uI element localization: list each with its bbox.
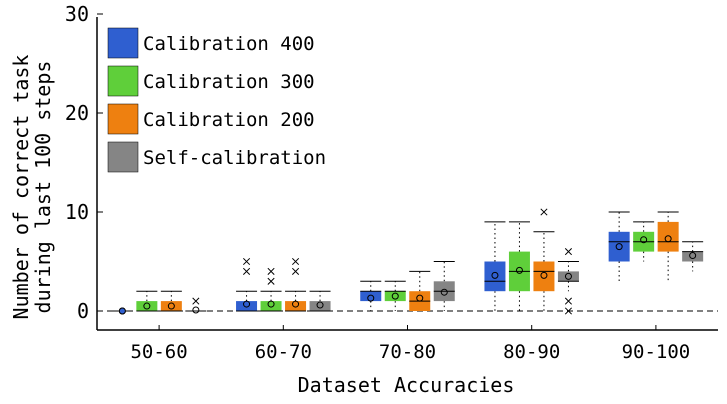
legend-swatch [107, 65, 139, 97]
x-tick-label: 50-60 [130, 341, 187, 363]
box-0-2 [360, 280, 382, 311]
outlier-marker [564, 307, 573, 315]
box-2-3 [533, 208, 555, 311]
iqr-box [608, 231, 630, 262]
legend-swatch [107, 141, 139, 173]
point-marker [118, 307, 126, 315]
box-3-0 [185, 297, 207, 314]
iqr-box [260, 301, 282, 311]
legend-swatch [107, 27, 139, 59]
x-tick-label: 60-70 [255, 341, 312, 363]
box-1-4 [633, 221, 655, 262]
outlier-marker [242, 257, 251, 266]
outlier-marker [291, 267, 300, 275]
x-tick-label: 80-90 [503, 341, 560, 363]
mean-marker [192, 306, 200, 314]
legend-swatch [107, 103, 139, 135]
mean-marker [564, 272, 572, 280]
mean-marker [689, 252, 697, 260]
box-2-2 [409, 270, 431, 311]
iqr-box [484, 261, 506, 292]
box-0-1 [236, 257, 258, 312]
outlier-marker [192, 297, 200, 305]
axes: 0 10 20 30 50-60 60-70 70-80 80-90 90-100 [65, 2, 718, 363]
mean-marker [267, 300, 275, 308]
iqr-box [285, 301, 307, 311]
box-0-4 [608, 211, 630, 282]
iqr-box [160, 301, 182, 311]
mean-marker [664, 235, 672, 243]
outlier-marker [291, 257, 300, 266]
box-1-2 [384, 280, 406, 311]
mean-marker [640, 236, 648, 244]
box-1-3 [508, 221, 530, 311]
outlier-marker [564, 248, 573, 256]
y-axis-label-line-1: Number of correct task [9, 55, 33, 320]
box-2-1 [285, 257, 307, 312]
iqr-box [309, 301, 331, 311]
y-tick-label: 10 [65, 200, 89, 224]
mean-marker [367, 294, 375, 302]
box-0-0 [111, 307, 133, 315]
outlier-marker [540, 208, 548, 216]
outlier-marker [267, 277, 275, 285]
mean-marker [391, 292, 399, 300]
mean-marker [491, 271, 499, 279]
legend-label: Calibration 200 [143, 109, 315, 131]
box-2-0 [160, 290, 182, 312]
mean-marker [540, 271, 548, 279]
x-tick-label: 90-100 [622, 341, 691, 363]
mean-marker [515, 266, 523, 274]
mean-marker [440, 288, 448, 296]
iqr-box [533, 261, 555, 292]
box-3-3 [557, 248, 579, 315]
y-tick-label: 30 [65, 2, 89, 26]
box-1-1 [260, 267, 282, 312]
mean-marker [615, 243, 623, 251]
iqr-box [384, 291, 406, 302]
iqr-box [557, 271, 579, 282]
legend: Calibration 400 Calibration 300 Calibratio… [107, 27, 326, 173]
y-axis-label-line-2: during last 100 steps [31, 61, 55, 314]
box-3-2 [433, 261, 455, 311]
mean-marker [243, 300, 251, 308]
iqr-box [657, 221, 679, 252]
iqr-box [360, 291, 382, 302]
legend-label: Calibration 400 [143, 33, 315, 55]
legend-label: Calibration 300 [143, 71, 315, 93]
x-tick-label: 70-80 [379, 341, 436, 363]
mean-marker [292, 300, 300, 308]
box-1-0 [136, 290, 158, 312]
outlier-marker [564, 297, 573, 305]
y-tick-label: 20 [65, 101, 89, 125]
iqr-box [236, 301, 258, 311]
y-tick-label: 0 [77, 299, 89, 323]
outlier-marker [242, 267, 251, 275]
box-0-3 [484, 221, 506, 311]
box-3-4 [682, 241, 704, 272]
box-3-1 [309, 290, 331, 312]
x-axis-label: Dataset Accuracies [298, 373, 515, 397]
plot-area [97, 208, 718, 315]
iqr-box [682, 251, 704, 262]
outlier-marker [267, 267, 275, 275]
iqr-box [136, 301, 158, 311]
mean-marker [167, 302, 175, 310]
mean-marker [316, 301, 324, 309]
mean-marker [416, 294, 424, 302]
legend-label: Self-calibration [143, 147, 326, 169]
mean-marker [143, 302, 151, 310]
box-2-4 [657, 211, 679, 282]
